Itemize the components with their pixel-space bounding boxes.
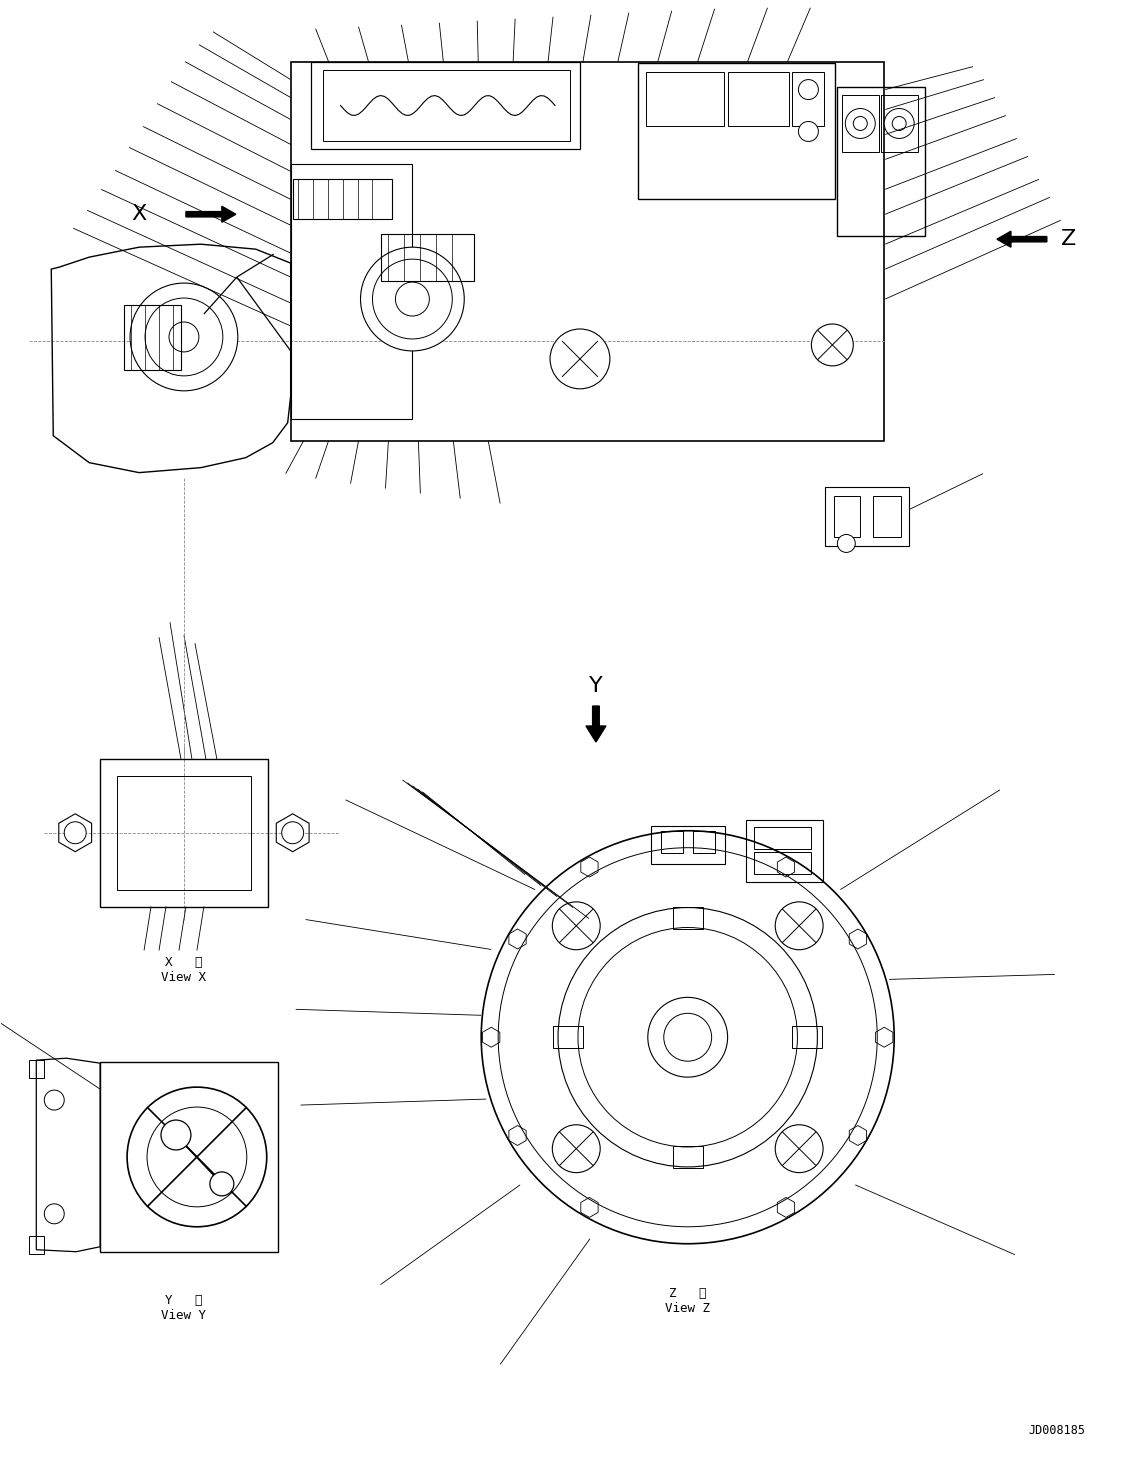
FancyArrow shape [997,232,1047,248]
Circle shape [798,121,819,141]
Circle shape [282,822,304,844]
Bar [673,906,703,928]
Circle shape [64,822,86,844]
Text: View X: View X [161,970,207,983]
Text: View Z: View Z [665,1303,711,1316]
Circle shape [360,248,464,351]
Circle shape [893,117,906,131]
Bar [881,95,919,153]
Circle shape [147,1107,247,1206]
Bar [292,179,392,219]
Bar [124,305,181,370]
Circle shape [161,1120,191,1150]
Circle shape [44,1203,64,1224]
Circle shape [664,1013,712,1061]
Bar [30,1236,44,1253]
Text: Z   視: Z 視 [669,1287,706,1300]
Circle shape [127,1087,267,1227]
Circle shape [169,322,199,353]
Bar [754,852,812,874]
Bar [843,95,879,153]
Bar [728,71,789,127]
Text: Y: Y [589,676,603,696]
Bar [746,820,823,881]
Text: X: X [132,204,147,224]
Bar [661,830,682,852]
Text: View Y: View Y [161,1308,207,1321]
Circle shape [775,1125,823,1173]
Circle shape [885,108,914,138]
Bar [100,1062,277,1252]
Circle shape [210,1171,234,1196]
Circle shape [853,117,868,131]
Bar [30,1061,44,1078]
Circle shape [146,299,223,376]
Circle shape [798,80,819,99]
Bar [792,71,824,127]
Bar [837,86,926,236]
Circle shape [481,830,894,1244]
FancyArrow shape [586,707,606,742]
Bar [117,777,251,890]
Circle shape [373,259,453,339]
Bar [291,61,885,440]
Circle shape [648,998,728,1077]
Bar [291,165,413,418]
Circle shape [837,535,855,552]
Circle shape [578,928,797,1147]
Bar [323,70,570,141]
Bar [835,495,861,538]
Text: Z: Z [1061,229,1077,249]
Bar [825,487,910,546]
Text: JD008185: JD008185 [1028,1423,1086,1437]
Text: X   視: X 視 [165,956,202,969]
Bar [646,71,723,127]
FancyArrow shape [186,207,235,223]
Circle shape [130,283,238,390]
Circle shape [775,902,823,950]
Bar [754,826,812,849]
Circle shape [550,329,609,389]
Circle shape [558,908,818,1167]
Bar [692,830,715,852]
Bar [673,1147,703,1169]
Circle shape [44,1090,64,1110]
Bar [381,235,474,281]
Bar [792,1026,822,1048]
Bar [650,826,724,864]
Circle shape [396,283,430,316]
Circle shape [553,1125,600,1173]
Circle shape [845,108,875,138]
Bar [873,495,902,538]
Circle shape [812,323,853,366]
Bar [310,61,580,150]
Text: Y   視: Y 視 [165,1294,202,1307]
Bar [100,759,267,906]
Circle shape [498,848,878,1227]
Circle shape [553,902,600,950]
Bar [553,1026,583,1048]
Bar [638,63,836,200]
